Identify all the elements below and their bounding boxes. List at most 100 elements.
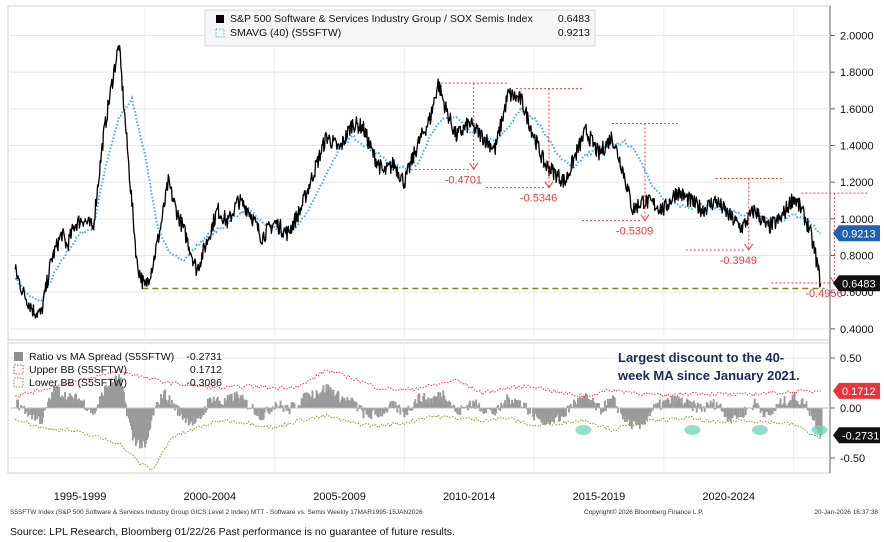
spread-bar: [409, 408, 412, 411]
spread-bar: [308, 394, 311, 408]
spread-bar: [158, 404, 161, 408]
spread-bar: [773, 408, 776, 412]
spread-bar: [511, 400, 514, 408]
spread-bar: [245, 400, 248, 408]
spread-bar: [338, 402, 341, 408]
spread-bar: [309, 399, 312, 408]
spread-bar: [723, 408, 726, 418]
annotation-line-1: Largest discount to the 40-: [618, 350, 784, 365]
spread-bar: [798, 405, 801, 408]
spread-bar: [134, 408, 137, 446]
spread-bar: [341, 396, 344, 408]
spread-bar: [325, 384, 328, 408]
spread-bar: [793, 392, 796, 408]
spread-bar: [633, 408, 636, 421]
spread-bar: [663, 401, 666, 408]
spread-bar: [712, 399, 715, 408]
spread-bar: [138, 408, 141, 449]
spread-bar: [281, 405, 284, 408]
spread-bar: [166, 402, 169, 408]
spread-bar: [700, 408, 703, 412]
spread-bar: [16, 399, 19, 408]
spread-bar: [682, 406, 685, 408]
spread-bar: [328, 393, 331, 408]
bollinger-bands-group: [14, 368, 821, 471]
x-axis-labels: 1995-1999 2000-2004 2005-2009 2010-2014 2015…: [54, 491, 755, 503]
spread-bar: [211, 402, 214, 408]
spread-bar: [590, 399, 592, 408]
spread-bar: [204, 408, 207, 413]
spread-bar: [143, 408, 146, 448]
spread-bar: [251, 404, 254, 408]
spread-bar: [782, 403, 785, 408]
spread-bar: [109, 388, 111, 408]
spread-bar: [767, 408, 770, 415]
spread-bar: [453, 405, 456, 408]
spread-bar: [63, 400, 65, 408]
spread-bar: [645, 408, 648, 421]
spread-bar: [814, 408, 816, 419]
spread-bar: [484, 408, 487, 411]
spread-bar: [637, 408, 640, 425]
legend-label: S&P 500 Software & Services Industry Gro…: [230, 13, 533, 25]
spread-bar: [399, 408, 402, 415]
spread-bar: [631, 408, 634, 421]
spread-bar: [669, 403, 672, 408]
spread-bar: [583, 395, 585, 408]
spread-bar: [284, 405, 287, 408]
spread-bar: [57, 388, 59, 408]
spread-bar: [646, 408, 649, 417]
spread-bar: [491, 408, 494, 414]
x-axis-label: 2015-2019: [573, 491, 626, 503]
spread-bar: [444, 399, 447, 408]
spread-bar: [741, 408, 744, 418]
spread-bar: [422, 396, 425, 408]
spread-bar: [693, 403, 696, 408]
spread-bar: [291, 402, 294, 408]
spread-bar: [425, 399, 428, 408]
legend-swatch: [216, 15, 224, 23]
spread-bar: [347, 400, 350, 408]
spread-bar: [408, 408, 411, 410]
spread-bar: [222, 405, 225, 408]
spread-bar: [190, 408, 193, 421]
spread-bar: [125, 404, 127, 408]
spread-bar: [268, 408, 271, 415]
spread-bar: [742, 408, 745, 418]
last-value-tag-text: 0.6483: [842, 278, 876, 290]
spread-bar: [249, 408, 252, 410]
spread-bar: [107, 386, 109, 408]
spread-bar: [77, 405, 79, 408]
spread-bar: [472, 400, 475, 408]
spread-bar: [356, 408, 359, 412]
x-axis-label: 2010-2014: [443, 491, 496, 503]
lower-bb-line: [14, 413, 821, 471]
spread-bar: [754, 403, 757, 408]
spread-bar: [447, 401, 450, 408]
drawdown-annotation: -0.5309: [581, 123, 678, 238]
spread-bar: [435, 396, 438, 408]
lower-ytick-label: 0.00: [840, 403, 861, 415]
spread-bar: [596, 403, 598, 408]
spread-bar: [35, 408, 37, 414]
spread-bar: [234, 399, 237, 408]
spread-bar: [611, 395, 614, 408]
spread-bar: [547, 408, 549, 423]
spread-bar: [734, 408, 737, 416]
spread-bar: [102, 395, 104, 408]
spread-bar: [392, 400, 395, 408]
spread-bar: [792, 398, 795, 408]
spread-bar: [361, 408, 364, 411]
spread-bar: [403, 408, 406, 418]
spread-bar: [116, 380, 118, 408]
x-axis-label: 2020-2024: [702, 491, 755, 503]
spread-bar: [541, 408, 543, 423]
spread-bar: [766, 408, 769, 412]
spread-bar: [658, 399, 661, 408]
spread-bar: [155, 402, 158, 408]
spread-bar: [780, 404, 783, 408]
spread-bar: [89, 408, 91, 410]
x-axis-label: 2005-2009: [313, 491, 366, 503]
spread-bar: [676, 401, 679, 408]
spread-bar: [132, 408, 135, 438]
